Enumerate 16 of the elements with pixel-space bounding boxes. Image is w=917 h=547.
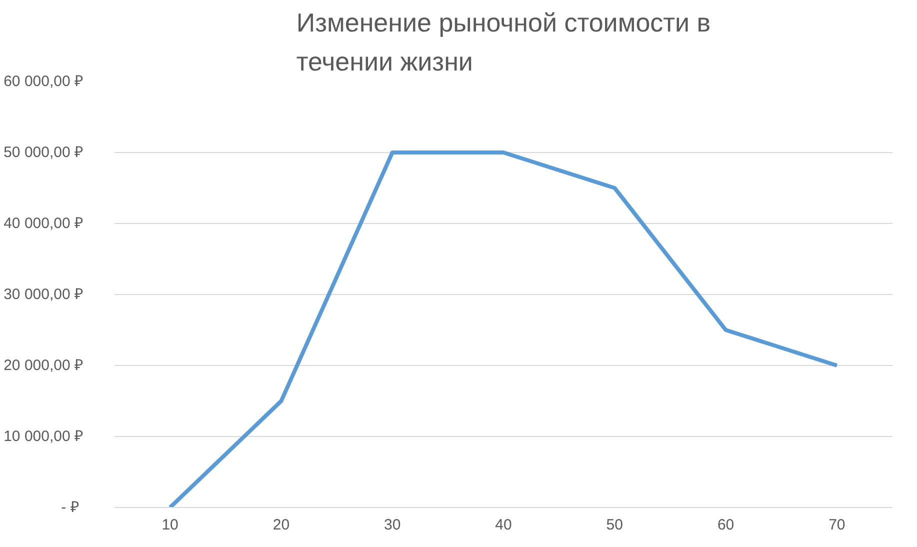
y-tick-label: 10 000,00 ₽ [4, 428, 84, 445]
y-tick-label: 50 000,00 ₽ [4, 144, 84, 161]
y-tick-label: 40 000,00 ₽ [4, 215, 84, 232]
chart-title: Изменение рыночной стоимости в течении жизни [296, 8, 711, 76]
x-tick-label: 40 [495, 516, 512, 534]
x-tick-label: 10 [162, 516, 178, 534]
y-tick-label: 60 000,00 ₽ [4, 73, 84, 90]
y-tick-label: 30 000,00 ₽ [4, 286, 84, 303]
x-tick-label: 20 [272, 516, 290, 534]
y-tick-label: 20 000,00 ₽ [4, 357, 84, 374]
x-tick-label: 30 [384, 516, 401, 534]
x-tick-label: 60 [717, 516, 734, 534]
x-tick-label: 50 [606, 516, 623, 534]
y-tick-label: - ₽ [61, 499, 80, 516]
line-series [168, 150, 839, 508]
x-tick-label: 70 [828, 516, 846, 534]
